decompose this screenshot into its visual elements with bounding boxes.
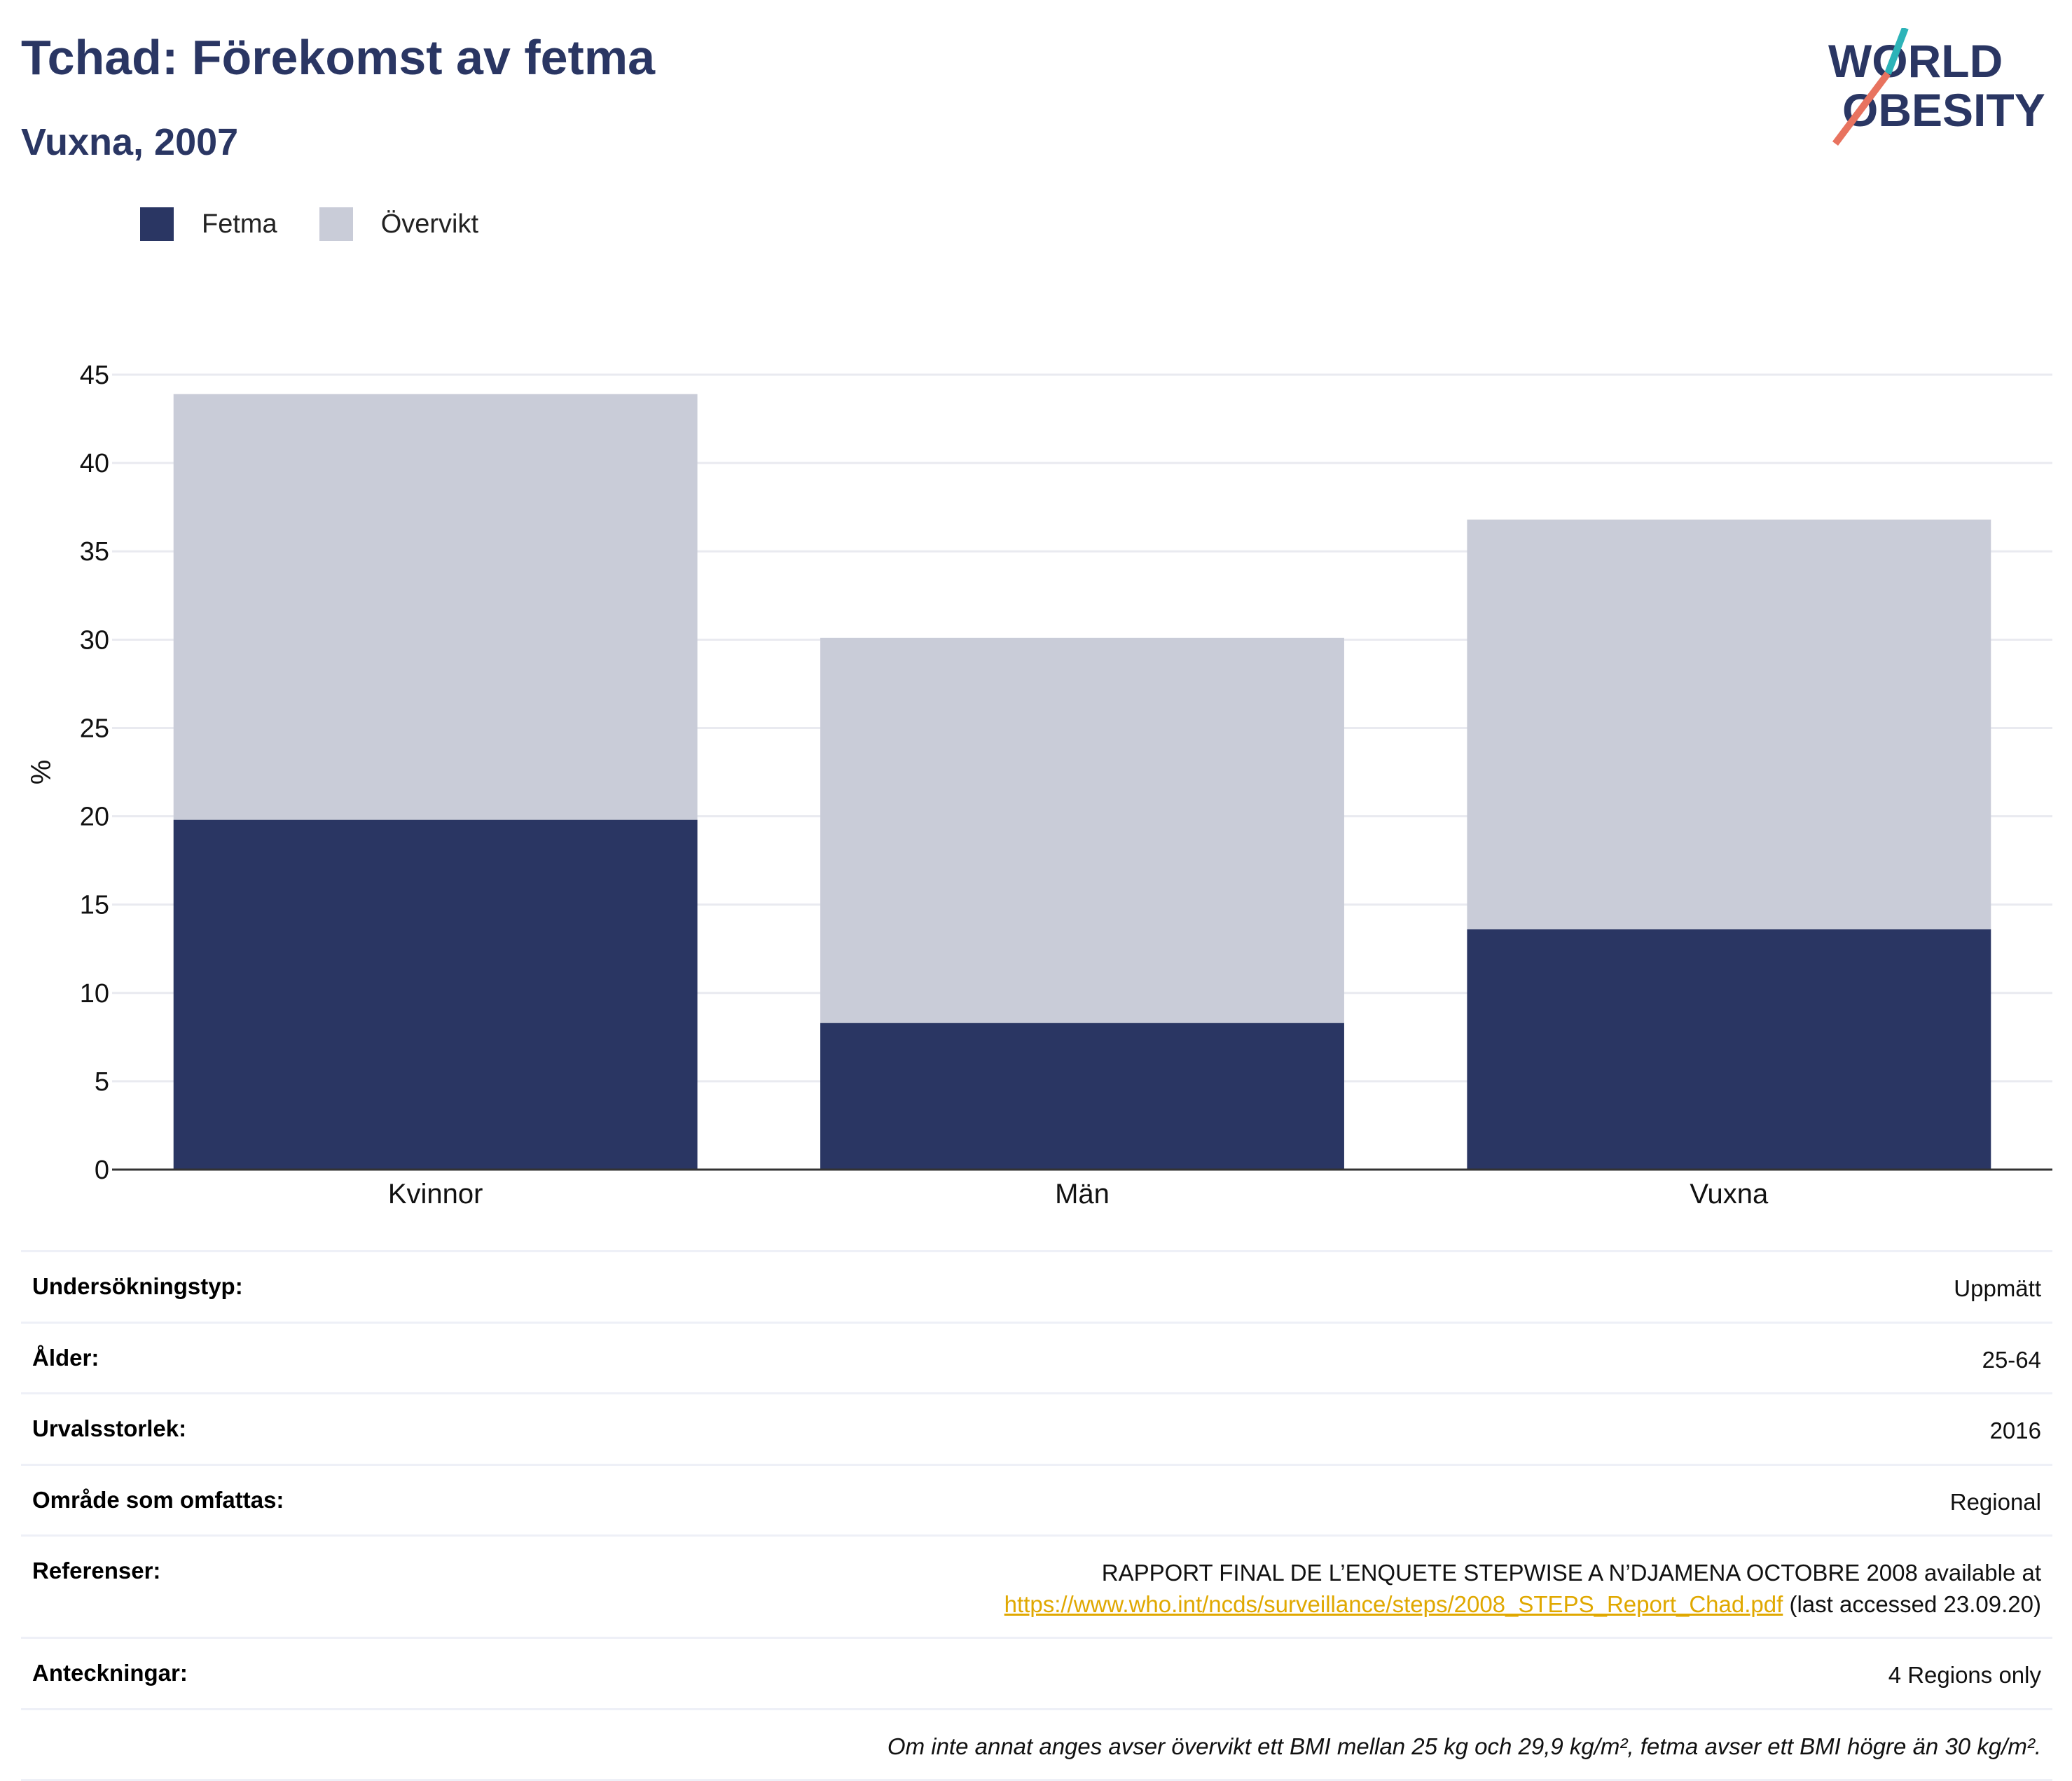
y-tick-label: 5: [95, 1067, 109, 1097]
bar-vervikt-mn: [820, 637, 1344, 1023]
references-text: RAPPORT FINAL DE L’ENQUETE STEPWISE A N’…: [1101, 1560, 2041, 1586]
y-tick-label: 15: [80, 891, 109, 920]
info-row-survey-type: Undersökningstyp: Uppmätt: [21, 1250, 2052, 1322]
info-value: Uppmätt: [1954, 1275, 2041, 1301]
info-row-footnote: Om inte annat anges avser övervikt ett B…: [21, 1707, 2052, 1781]
x-tick-label: Män: [1055, 1179, 1110, 1210]
logo-line1: WORLD: [1828, 35, 2003, 87]
bar-fetma-vuxna: [1467, 929, 1991, 1170]
logo-slash-teal: [1884, 28, 1909, 75]
y-tick-label: 0: [95, 1156, 109, 1185]
references-suffix: (last accessed 23.09.20): [1783, 1591, 2041, 1617]
footnote: Om inte annat anges avser övervikt ett B…: [887, 1733, 2041, 1759]
legend-label-fetma: Fetma: [202, 209, 277, 239]
page-subtitle: Vuxna, 2007: [21, 121, 239, 163]
info-value: 25-64: [1982, 1346, 2041, 1373]
bar-vervikt-kvinnor: [173, 394, 698, 820]
references-value: RAPPORT FINAL DE L’ENQUETE STEPWISE A N’…: [1004, 1558, 2041, 1620]
info-table: Undersökningstyp: Uppmätt Ålder: 25-64 U…: [21, 1250, 2052, 1781]
y-tick-label: 10: [80, 979, 109, 1009]
info-key: Område som omfattas:: [32, 1486, 284, 1513]
x-tick-label: Kvinnor: [388, 1179, 483, 1210]
info-key: Urvalsstorlek:: [32, 1415, 187, 1442]
y-tick-label: 35: [80, 537, 109, 567]
info-row-sample-size: Urvalsstorlek: 2016: [21, 1392, 2052, 1464]
y-tick-label: 25: [80, 714, 109, 743]
info-value: Regional: [1949, 1488, 2041, 1515]
x-tick-label: Vuxna: [1690, 1179, 1769, 1210]
info-key: Ålder:: [32, 1344, 99, 1371]
y-tick-label: 45: [80, 361, 109, 390]
stacked-bar-chart: 0 5 10 15 20 25 30 35 40 45% Kvinnor Män Vuxna: [26, 361, 2052, 1210]
info-key: Undersökningstyp:: [32, 1273, 243, 1299]
y-tick-label: 40: [80, 449, 109, 478]
logo-slash-coral: [1832, 71, 1891, 146]
info-key: Referenser:: [32, 1558, 161, 1584]
info-row-age: Ålder: 25-64: [21, 1321, 2052, 1393]
legend-label-overvikt: Övervikt: [380, 209, 479, 239]
references-link[interactable]: https://www.who.int/ncds/surveillance/st…: [1004, 1591, 1783, 1617]
world-obesity-logo: WORLD OBESITY: [1828, 28, 2045, 146]
info-key: Anteckningar:: [32, 1660, 188, 1686]
bar-fetma-mn: [820, 1023, 1344, 1170]
bar-fetma-kvinnor: [173, 819, 698, 1170]
legend-swatch-fetma: [140, 207, 174, 241]
info-value: 4 Regions only: [1888, 1662, 2041, 1689]
info-row-references: Referenser: RAPPORT FINAL DE L’ENQUETE S…: [21, 1534, 2052, 1637]
page-title: Tchad: Förekomst av fetma: [21, 30, 656, 85]
legend-swatch-overvikt: [319, 207, 353, 241]
y-tick-label: 30: [80, 625, 109, 655]
legend-item-overvikt: Övervikt: [319, 207, 478, 241]
legend-item-fetma: Fetma: [140, 207, 277, 241]
y-axis-label: %: [26, 760, 57, 785]
info-row-area: Område som omfattas: Regional: [21, 1463, 2052, 1535]
chart-legend: Fetma Övervikt: [140, 207, 520, 241]
info-row-notes: Anteckningar: 4 Regions only: [21, 1637, 2052, 1708]
bar-vervikt-vuxna: [1467, 519, 1991, 929]
info-value: 2016: [1989, 1418, 2041, 1444]
y-tick-label: 20: [80, 803, 109, 832]
